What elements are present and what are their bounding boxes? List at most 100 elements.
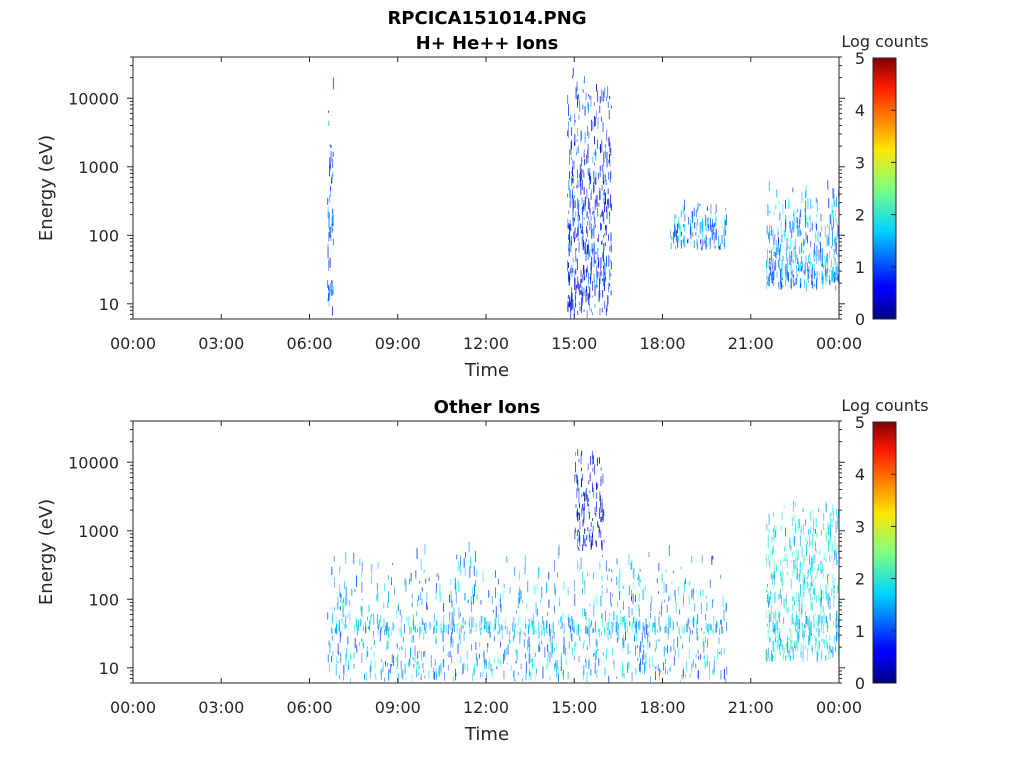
- spectrogram-cell: [648, 552, 650, 557]
- spectrogram-cell: [769, 596, 771, 605]
- spectrogram-cell: [803, 581, 805, 593]
- spectrogram-cell: [711, 555, 713, 565]
- spectrogram-cell: [605, 242, 606, 247]
- spectrogram-cell: [836, 262, 838, 266]
- spectrogram-cell: [594, 136, 595, 145]
- spectrogram-cell: [383, 618, 385, 626]
- spectrogram-cell: [601, 239, 603, 243]
- spectrogram-cell: [794, 282, 796, 286]
- spectrogram-cell: [591, 621, 593, 626]
- spectrogram-cell: [820, 654, 822, 660]
- spectrogram-cell: [454, 668, 456, 681]
- spectrogram-cell: [536, 608, 538, 617]
- spectrogram-cell: [833, 590, 835, 599]
- spectrogram-cell: [571, 194, 573, 205]
- spectrogram-cell: [678, 647, 680, 659]
- spectrogram-cell: [834, 236, 836, 246]
- spectrogram-cell: [816, 627, 818, 632]
- spectrogram-cell: [708, 224, 710, 232]
- spectrogram-cell: [591, 532, 593, 537]
- spectrogram-cell: [583, 665, 585, 676]
- spectrogram-cell: [782, 278, 783, 281]
- spectrogram-cell: [596, 263, 598, 267]
- spectrogram-cell: [583, 511, 585, 521]
- spectrogram-cell: [631, 608, 633, 616]
- spectrogram-cell: [570, 235, 572, 246]
- spectrogram-cell: [838, 580, 839, 592]
- spectrogram-cell: [831, 518, 833, 528]
- spectrogram-cell: [345, 552, 347, 564]
- spectrogram-cell: [571, 292, 573, 302]
- spectrogram-cell: [519, 589, 521, 602]
- spectrogram-cell: [776, 189, 778, 198]
- spectrogram-cell: [593, 487, 595, 498]
- spectrogram-cell: [780, 273, 782, 285]
- spectrogram-cell: [702, 220, 704, 232]
- spectrogram-cell: [583, 491, 585, 497]
- spectrogram-cell: [429, 622, 431, 630]
- spectrogram-cell: [589, 490, 591, 494]
- spectrogram-cell: [660, 627, 662, 630]
- spectrogram-cell: [767, 249, 768, 261]
- spectrogram-cell: [773, 628, 775, 632]
- spectrogram-cell: [571, 264, 573, 273]
- spectrogram-cell: [725, 602, 727, 613]
- spectrogram-cell: [570, 228, 572, 231]
- spectrogram-cell: [377, 591, 379, 603]
- spectrogram-cell: [835, 217, 837, 223]
- spectrogram-cell: [779, 588, 781, 599]
- spectrogram-cell: [605, 206, 607, 212]
- spectrogram-cell: [480, 626, 482, 630]
- spectrogram-cell: [588, 295, 590, 306]
- spectrogram-cell: [819, 584, 821, 595]
- spectrogram-cell: [805, 645, 807, 650]
- spectrogram-cell: [766, 599, 768, 603]
- spectrogram-cell: [570, 307, 572, 319]
- spectrogram-cell: [583, 186, 585, 195]
- spectrogram-cell: [571, 287, 572, 297]
- spectrogram-cell: [588, 240, 590, 248]
- spectrogram-cell: [638, 621, 639, 630]
- spectrogram-cell: [773, 246, 775, 250]
- spectrogram-cell: [783, 598, 785, 608]
- spectrogram-cell: [767, 276, 769, 287]
- spectrogram-cell: [828, 540, 829, 552]
- spectrogram-cell: [693, 615, 695, 625]
- spectrogram-cell: [820, 242, 821, 252]
- spectrogram-cell: [643, 662, 645, 665]
- spectrogram-cell: [639, 663, 640, 672]
- spectrogram-cell: [829, 513, 831, 525]
- spectrogram-cell: [668, 545, 670, 557]
- x-axis-label: Time: [464, 360, 509, 381]
- spectrogram-cell: [590, 456, 591, 466]
- spectrogram-cell: [785, 600, 787, 612]
- spectrogram-cell: [368, 604, 370, 613]
- spectrogram-cell: [632, 621, 634, 628]
- spectrogram-cell: [836, 196, 837, 207]
- spectrogram-cell: [601, 612, 603, 619]
- spectrogram-cell: [595, 638, 597, 647]
- spectrogram-cell: [481, 616, 483, 622]
- spectrogram-cell: [535, 630, 537, 634]
- spectrogram-cell: [774, 234, 776, 240]
- spectrogram-cell: [482, 671, 484, 677]
- spectrogram-cell: [663, 599, 665, 603]
- spectrogram-cell: [790, 278, 792, 289]
- spectrogram-cell: [589, 473, 591, 481]
- spectrogram-cell: [713, 627, 715, 635]
- spectrogram-cell: [435, 639, 437, 644]
- spectrogram-cell: [695, 209, 697, 218]
- spectrogram-cell: [769, 258, 771, 261]
- spectrogram-cell: [343, 624, 345, 630]
- spectrogram-cell: [682, 205, 684, 214]
- spectrogram-cell: [572, 75, 573, 79]
- spectrogram-cell: [788, 246, 790, 250]
- spectrogram-cell: [809, 227, 811, 232]
- spectrogram-cell: [782, 203, 784, 215]
- spectrogram-cell: [595, 110, 597, 119]
- spectrogram-cell: [480, 599, 482, 605]
- spectrogram-cell: [548, 571, 550, 580]
- spectrogram-cell: [609, 172, 611, 183]
- spectrogram-cell: [574, 474, 576, 483]
- spectrogram-cell: [592, 248, 594, 256]
